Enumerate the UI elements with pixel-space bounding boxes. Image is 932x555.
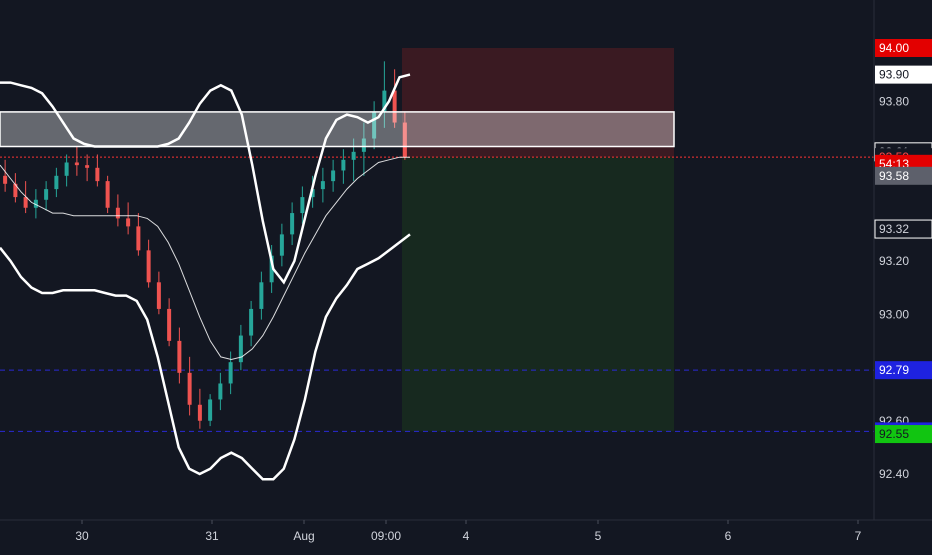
- candle-body: [177, 340, 182, 373]
- candle-body: [54, 175, 59, 190]
- price-tag: 93.90: [875, 65, 932, 84]
- candle-body: [290, 213, 295, 235]
- x-tick-label: 31: [205, 529, 219, 543]
- price-tag-label: 92.79: [879, 363, 909, 377]
- horizontal-lines: [0, 156, 874, 432]
- y-tick-label: 93.20: [879, 254, 909, 268]
- candle-body: [167, 308, 172, 341]
- y-tick-label: 93.00: [879, 307, 909, 321]
- candle-body: [13, 183, 18, 198]
- stop-loss-zone: [402, 48, 674, 158]
- x-tick-label: 6: [725, 529, 732, 543]
- price-tag-box: [875, 425, 932, 444]
- candle-body: [85, 165, 90, 168]
- price-tag-box: [875, 166, 932, 185]
- resistance-rectangle: [0, 111, 675, 148]
- candle-body: [95, 167, 100, 182]
- candle-body: [259, 282, 264, 309]
- candle-body: [33, 199, 38, 208]
- bollinger-middle-band: [0, 156, 410, 361]
- candle-body: [146, 250, 151, 283]
- price-tag: 94.00: [875, 39, 932, 57]
- candle-body: [44, 189, 49, 200]
- bollinger-lower-band: [0, 233, 411, 481]
- price-tag-box: [875, 65, 932, 84]
- price-tag-label: 93.58: [879, 169, 909, 183]
- time-axis[interactable]: 30 31 Aug 09:00 4 5 6 7: [75, 520, 862, 543]
- candle-body: [279, 234, 284, 256]
- candle-body: [238, 335, 243, 363]
- candle-body: [156, 282, 161, 309]
- candles: [3, 61, 407, 429]
- candle-body: [74, 162, 79, 166]
- price-tag: 93.32: [874, 219, 932, 239]
- price-tag: 92.79: [875, 361, 932, 380]
- x-tick-label: 7: [855, 529, 862, 543]
- candle-body: [64, 162, 69, 176]
- candle-body: [341, 159, 346, 171]
- price-tag: 93.58: [875, 166, 932, 185]
- price-tag-box: [874, 219, 932, 239]
- candle-body: [3, 175, 8, 184]
- candle-body: [331, 170, 336, 182]
- resistance-zone[interactable]: [0, 111, 675, 148]
- y-tick-label: 93.80: [879, 94, 909, 108]
- take-profit-zone: [402, 157, 674, 432]
- candle-body: [310, 189, 315, 198]
- price-tag-box: [875, 361, 932, 380]
- candle-body: [126, 218, 131, 227]
- price-tag-label: 94.00: [879, 41, 909, 55]
- x-tick-label: 09:00: [371, 529, 401, 543]
- bollinger-upper-band: [0, 73, 411, 285]
- candle-body: [392, 90, 397, 123]
- candle-body: [351, 151, 356, 160]
- candle-body: [402, 122, 407, 158]
- candle-body: [228, 362, 233, 384]
- bollinger-bands: [0, 73, 411, 481]
- candle-body: [372, 111, 377, 139]
- price-tag: 92.55: [875, 425, 932, 444]
- price-tag-label: 93.32: [879, 222, 909, 236]
- candle-body: [23, 197, 28, 208]
- x-tick-label: Aug: [293, 529, 314, 543]
- price-tag-label: 93.90: [879, 68, 909, 82]
- candle-body: [300, 197, 305, 214]
- candle-body: [218, 383, 223, 400]
- candle-body: [197, 404, 202, 421]
- price-tag-label: 92.55: [879, 427, 909, 441]
- candle-body: [105, 181, 110, 208]
- y-tick-label: 92.40: [879, 467, 909, 481]
- candle-body: [187, 372, 192, 405]
- candle-body: [382, 90, 387, 112]
- x-tick-label: 30: [75, 529, 89, 543]
- candle-body: [115, 207, 120, 219]
- candle-body: [136, 226, 141, 251]
- candle-body: [249, 308, 254, 336]
- candle-body: [269, 255, 274, 283]
- position-zones: [402, 48, 674, 432]
- candle-body: [361, 138, 366, 152]
- price-tags: 94.0093.9093.6193.5954:1393.5893.3292.79…: [874, 39, 932, 444]
- candle-body: [208, 399, 213, 421]
- x-tick-label: 5: [595, 529, 602, 543]
- price-tag-box: [875, 39, 932, 57]
- candle-body: [320, 181, 325, 190]
- x-tick-label: 4: [463, 529, 470, 543]
